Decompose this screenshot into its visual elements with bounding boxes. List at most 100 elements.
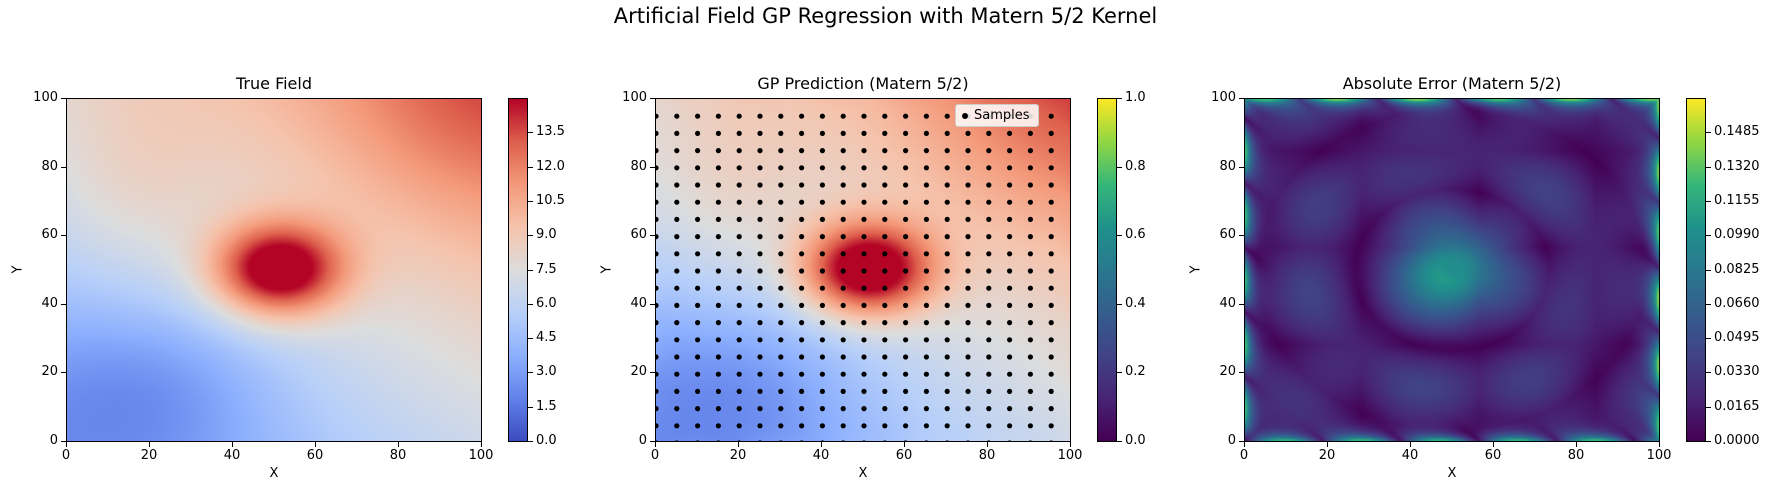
sample-point	[986, 182, 992, 188]
sample-point	[882, 234, 888, 240]
sample-point	[656, 130, 659, 136]
y-tick-label: 20	[630, 364, 647, 380]
sample-point	[819, 302, 825, 308]
sample-point	[944, 320, 950, 326]
sample-point	[840, 216, 846, 222]
sample-point	[1007, 199, 1013, 205]
sample-point	[1048, 406, 1054, 412]
colorbar-tick-label: 13.5	[536, 124, 565, 140]
sample-point	[674, 388, 680, 394]
x-tick-mark	[738, 442, 739, 447]
colorbar-tick-label: 7.5	[536, 261, 557, 277]
sample-point	[778, 182, 784, 188]
sample-point	[674, 216, 680, 222]
sample-point	[882, 113, 888, 119]
sample-point	[819, 406, 825, 412]
sample-point	[736, 285, 742, 291]
sample-point	[757, 423, 763, 429]
sample-point	[903, 216, 909, 222]
colorbar-tick-mark	[1706, 132, 1711, 134]
sample-point	[674, 165, 680, 171]
sample-point	[778, 148, 784, 154]
sample-point	[656, 320, 659, 326]
colorbar-tick-label: 3.0	[536, 364, 557, 380]
sample-point	[1007, 285, 1013, 291]
sample-point	[861, 268, 867, 274]
sample-point	[1007, 234, 1013, 240]
sample-point	[840, 148, 846, 154]
sample-point	[965, 268, 971, 274]
y-tick-mark	[1239, 372, 1244, 374]
sample-point	[965, 148, 971, 154]
sample-point	[674, 285, 680, 291]
sample-point	[757, 337, 763, 343]
sample-point	[1007, 406, 1013, 412]
colorbar-tick-label: 0.0990	[1714, 227, 1760, 243]
sample-point	[923, 406, 929, 412]
sample-point	[1007, 354, 1013, 360]
sample-point	[757, 320, 763, 326]
sample-point	[965, 165, 971, 171]
sample-point	[1027, 268, 1033, 274]
colorbar-tick-mark	[1706, 338, 1711, 340]
sample-point	[944, 199, 950, 205]
sample-point	[861, 182, 867, 188]
sample-point	[840, 165, 846, 171]
sample-point	[674, 371, 680, 377]
sample-point	[882, 165, 888, 171]
sample-point	[778, 354, 784, 360]
sample-point	[861, 234, 867, 240]
sample-point	[1027, 216, 1033, 222]
sample-point	[695, 388, 701, 394]
sample-point	[656, 285, 659, 291]
x-tick-label: 0	[1239, 448, 1249, 463]
sample-point	[779, 440, 783, 441]
sample-point	[819, 148, 825, 154]
sample-point	[840, 302, 846, 308]
y-tick-label: 100	[1211, 90, 1236, 105]
sample-point	[695, 216, 701, 222]
x-tick-mark	[821, 442, 822, 447]
sample-point	[903, 268, 909, 274]
colorbar-tick-mark	[528, 372, 533, 374]
y-tick-mark	[650, 441, 655, 442]
sample-point	[1048, 165, 1054, 171]
sample-point	[903, 148, 909, 154]
sample-point	[903, 165, 909, 171]
sample-point	[903, 130, 909, 136]
y-tick-mark	[1239, 166, 1244, 168]
y-tick-mark	[61, 441, 66, 442]
sample-point	[819, 234, 825, 240]
sample-point	[840, 251, 846, 257]
sample-point	[778, 423, 784, 429]
sample-point	[715, 182, 721, 188]
gp-prediction-colorbar	[1097, 98, 1117, 442]
colorbar-tick-mark	[1706, 166, 1711, 168]
y-tick-mark	[61, 372, 66, 374]
sample-point	[758, 440, 762, 441]
colorbar-tick-mark	[1706, 441, 1711, 442]
sample-point	[882, 371, 888, 377]
x-tick-label: 40	[1401, 448, 1419, 463]
sample-point	[778, 130, 784, 136]
sample-point	[695, 440, 700, 441]
sample-point	[656, 406, 659, 412]
sample-point	[736, 216, 742, 222]
sample-point	[1007, 251, 1013, 257]
x-tick-mark	[315, 442, 316, 447]
sample-point	[923, 268, 929, 274]
sample-point	[882, 199, 888, 205]
sample-point	[923, 302, 929, 308]
colorbar-tick-mark	[528, 441, 533, 442]
x-tick-label: 80	[978, 448, 996, 463]
colorbar-tick-label: 0.1155	[1714, 192, 1760, 208]
sample-point	[799, 371, 805, 377]
colorbar-tick-label: 0.1320	[1714, 158, 1760, 174]
sample-point	[656, 148, 659, 154]
sample-point	[840, 320, 846, 326]
sample-point	[1027, 285, 1033, 291]
sample-point	[1027, 251, 1033, 257]
sample-point	[903, 113, 909, 119]
true-field-colorbar	[508, 98, 528, 442]
sample-point	[715, 337, 721, 343]
